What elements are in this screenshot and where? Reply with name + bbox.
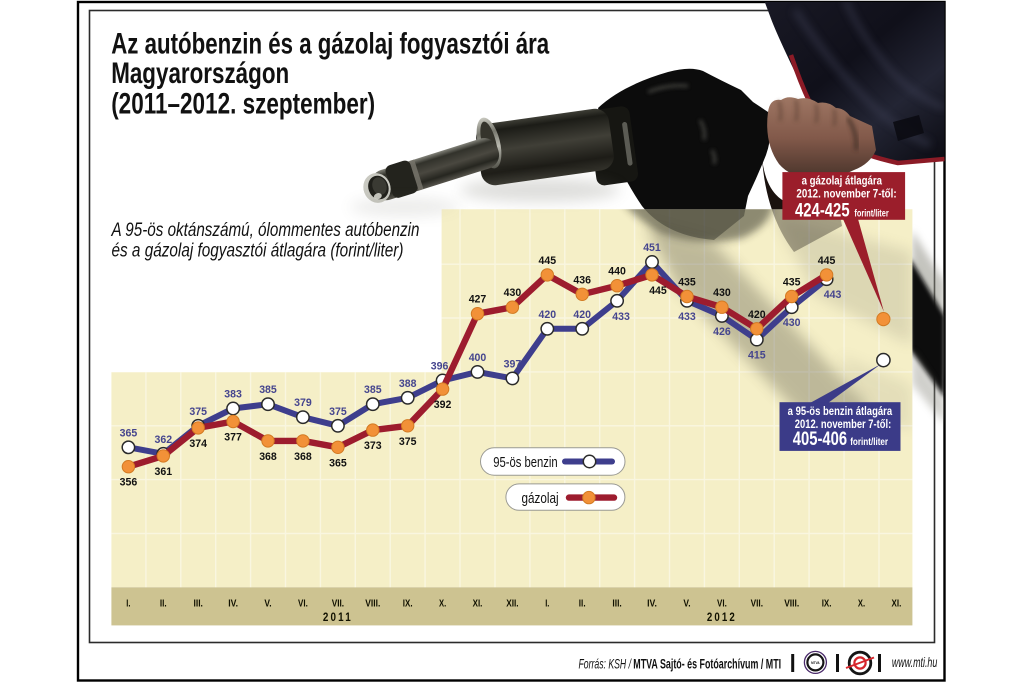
svg-text:420: 420 bbox=[539, 309, 557, 321]
svg-text:2011: 2011 bbox=[323, 612, 353, 624]
svg-text:VIII.: VIII. bbox=[365, 599, 380, 610]
svg-text:396: 396 bbox=[431, 361, 449, 373]
svg-text:400: 400 bbox=[469, 352, 487, 364]
svg-text:forint/liter: forint/liter bbox=[850, 436, 888, 448]
svg-text:420: 420 bbox=[748, 309, 766, 321]
svg-text:MTVA: MTVA bbox=[811, 661, 820, 665]
svg-text:368: 368 bbox=[259, 451, 277, 463]
svg-text:IV.: IV. bbox=[228, 599, 238, 610]
svg-text:392: 392 bbox=[434, 399, 452, 411]
svg-text:www.mti.hu: www.mti.hu bbox=[892, 655, 938, 670]
svg-text:XI.: XI. bbox=[892, 599, 902, 610]
svg-text:443: 443 bbox=[824, 289, 842, 301]
svg-text:95-ös benzin: 95-ös benzin bbox=[493, 454, 558, 471]
svg-text:2012. november 7-től:: 2012. november 7-től: bbox=[796, 186, 896, 200]
svg-text:362: 362 bbox=[155, 434, 173, 446]
svg-text:II.: II. bbox=[579, 599, 586, 610]
svg-text:I.: I. bbox=[545, 599, 549, 610]
svg-text:420: 420 bbox=[573, 309, 591, 321]
svg-text:II.: II. bbox=[160, 599, 167, 610]
svg-text:375: 375 bbox=[329, 406, 347, 418]
svg-text:VI.: VI. bbox=[298, 599, 308, 610]
svg-text:427: 427 bbox=[469, 294, 487, 306]
svg-text:383: 383 bbox=[224, 389, 242, 401]
svg-text:IX.: IX. bbox=[822, 599, 832, 610]
svg-text:368: 368 bbox=[294, 451, 312, 463]
svg-text:Az autóbenzin és a gázolaj fog: Az autóbenzin és a gázolaj fogyasztói ár… bbox=[111, 27, 549, 60]
svg-text:405-406: 405-406 bbox=[793, 428, 847, 450]
svg-text:VI.: VI. bbox=[717, 599, 727, 610]
svg-text:2012: 2012 bbox=[707, 612, 737, 624]
svg-text:I.: I. bbox=[126, 599, 130, 610]
svg-text:365: 365 bbox=[329, 457, 347, 469]
svg-text:V.: V. bbox=[264, 599, 271, 610]
svg-text:(2011–2012. szeptember): (2011–2012. szeptember) bbox=[111, 87, 375, 120]
svg-text:445: 445 bbox=[649, 285, 667, 297]
svg-text:435: 435 bbox=[678, 277, 696, 289]
svg-text:397: 397 bbox=[504, 358, 522, 370]
svg-text:430: 430 bbox=[783, 317, 801, 329]
svg-text:385: 385 bbox=[364, 384, 382, 396]
svg-text:426: 426 bbox=[713, 326, 731, 338]
svg-text:2012. november 7-től:: 2012. november 7-től: bbox=[795, 417, 891, 431]
svg-text:433: 433 bbox=[612, 311, 630, 323]
svg-text:356: 356 bbox=[120, 477, 138, 489]
svg-text:373: 373 bbox=[364, 440, 382, 452]
svg-text:MTVA Sajtó- és Fotóarchívum /: MTVA Sajtó- és Fotóarchívum / MTI bbox=[633, 656, 781, 672]
svg-text:436: 436 bbox=[573, 274, 591, 286]
svg-text:377: 377 bbox=[224, 432, 242, 444]
svg-text:430: 430 bbox=[504, 287, 522, 299]
svg-text:440: 440 bbox=[608, 266, 626, 278]
svg-text:gázolaj: gázolaj bbox=[522, 490, 559, 507]
svg-text:445: 445 bbox=[818, 255, 836, 267]
svg-text:388: 388 bbox=[399, 378, 417, 390]
svg-text:VII.: VII. bbox=[332, 599, 345, 610]
svg-text:forint/liter: forint/liter bbox=[854, 208, 888, 220]
svg-text:IX.: IX. bbox=[403, 599, 413, 610]
svg-text:379: 379 bbox=[294, 397, 312, 409]
svg-text:445: 445 bbox=[539, 255, 557, 267]
svg-text:X.: X. bbox=[439, 599, 446, 610]
svg-text:435: 435 bbox=[783, 277, 801, 289]
svg-text:III.: III. bbox=[612, 599, 622, 610]
svg-text:365: 365 bbox=[120, 427, 138, 439]
svg-text:375: 375 bbox=[189, 406, 207, 418]
svg-text:a 95-ös benzin átlagára: a 95-ös benzin átlagára bbox=[788, 404, 893, 418]
svg-text:III.: III. bbox=[194, 599, 204, 610]
svg-text:és a gázolaj fogyasztói átlagá: és a gázolaj fogyasztói átlagára (forint… bbox=[112, 241, 404, 262]
svg-text:415: 415 bbox=[748, 350, 766, 362]
svg-text:375: 375 bbox=[399, 436, 417, 448]
svg-text:VII.: VII. bbox=[751, 599, 764, 610]
svg-text:Forrás: KSH /: Forrás: KSH / bbox=[579, 656, 633, 672]
svg-text:XII.: XII. bbox=[506, 599, 519, 610]
svg-text:361: 361 bbox=[155, 466, 173, 478]
svg-text:433: 433 bbox=[678, 311, 696, 323]
svg-text:385: 385 bbox=[259, 384, 277, 396]
svg-text:430: 430 bbox=[713, 287, 731, 299]
svg-text:Magyarországon: Magyarországon bbox=[111, 57, 289, 90]
svg-text:V.: V. bbox=[683, 599, 690, 610]
svg-text:424-425: 424-425 bbox=[795, 200, 850, 222]
svg-text:451: 451 bbox=[643, 242, 661, 254]
svg-text:374: 374 bbox=[189, 438, 207, 450]
svg-text:IV.: IV. bbox=[647, 599, 657, 610]
svg-text:XI.: XI. bbox=[473, 599, 483, 610]
svg-text:VIII.: VIII. bbox=[784, 599, 799, 610]
svg-text:A 95-ös oktánszámú, ólommentes: A 95-ös oktánszámú, ólommentes autóbenzi… bbox=[111, 220, 420, 241]
svg-text:X.: X. bbox=[858, 599, 865, 610]
svg-text:a gázolaj átlagára: a gázolaj átlagára bbox=[802, 173, 883, 187]
